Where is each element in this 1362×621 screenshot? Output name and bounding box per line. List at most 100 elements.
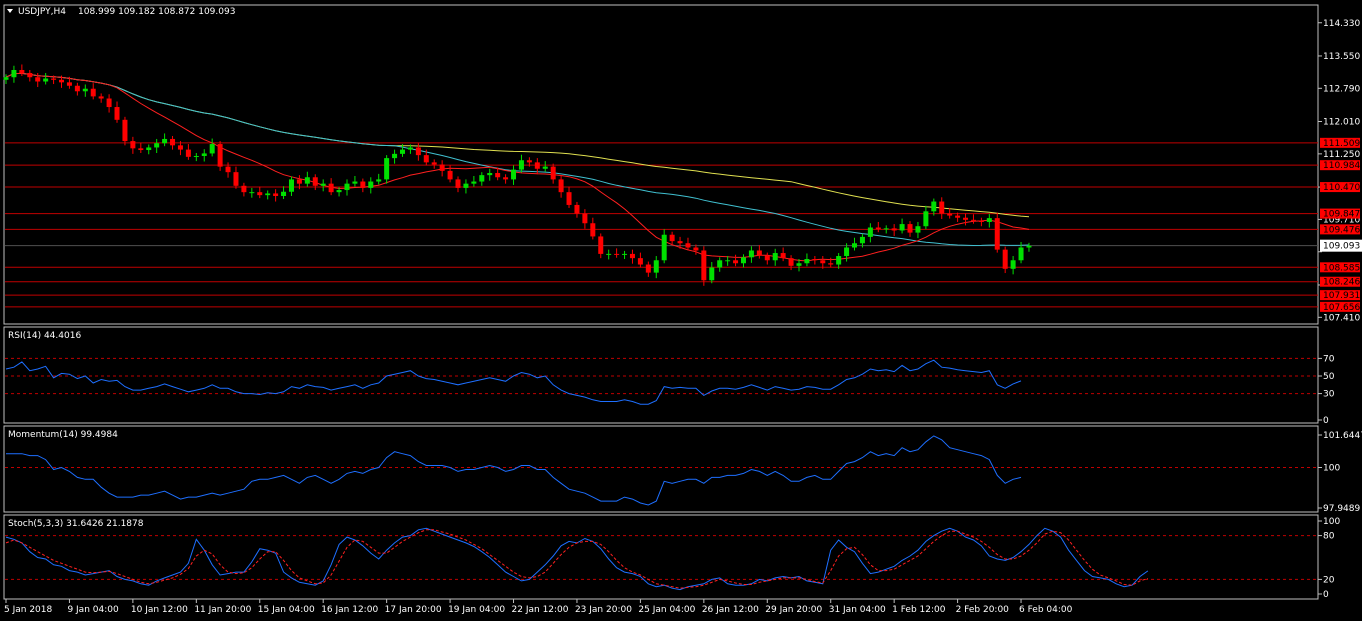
- time-tick-label: 23 Jan 20:00: [575, 605, 632, 615]
- current-price-tag: 109.093: [1323, 242, 1360, 252]
- indicator-tick-label: 97.9489: [1323, 504, 1360, 514]
- candle-bear: [90, 88, 96, 97]
- level-label: 109.847: [1323, 210, 1360, 220]
- time-tick-label: 25 Jan 04:00: [638, 605, 695, 615]
- candle-bear: [788, 258, 794, 266]
- candle-bull: [344, 183, 350, 191]
- candle-bull: [542, 166, 548, 169]
- candle-bull: [463, 183, 469, 188]
- candle-bear: [994, 218, 1000, 250]
- level-label: 107.931: [1323, 291, 1360, 301]
- candle-bull: [740, 257, 746, 264]
- candle-bear: [955, 215, 961, 218]
- candle-bull: [796, 263, 802, 266]
- candle-bull: [352, 181, 358, 184]
- candle-bull: [653, 260, 659, 273]
- candle-bull: [899, 224, 905, 231]
- candle-bull: [146, 147, 152, 151]
- candle-bear: [733, 260, 739, 264]
- indicator-tick-label: 100: [1323, 463, 1340, 473]
- ma-mid-line: [5, 72, 1030, 247]
- candle-bear: [241, 185, 247, 193]
- candle-bear: [780, 253, 786, 259]
- candle-bull: [661, 234, 667, 261]
- candle-bear: [503, 177, 509, 180]
- candle-bull: [209, 144, 215, 154]
- ma-fast-line: [5, 72, 1030, 262]
- candle-bull: [368, 181, 374, 188]
- price-tick-label: 114.330: [1323, 19, 1360, 29]
- candle-bear: [907, 224, 913, 233]
- time-tick-label: 17 Jan 20:00: [385, 605, 442, 615]
- indicator-tick-label: 30: [1323, 390, 1335, 400]
- candle-bull: [606, 253, 612, 255]
- level-label-bg: [1320, 224, 1360, 235]
- price-pane[interactable]: 114.330 113.550 112.790 112.010 111.250 110.4…: [3, 19, 1362, 324]
- candle-bear: [74, 85, 80, 92]
- candle-bear: [66, 82, 72, 86]
- candle-bear: [51, 78, 57, 80]
- candle-bear: [360, 181, 366, 188]
- time-tick-label: 6 Feb 04:00: [1019, 605, 1073, 615]
- stoch-pane-frame: [3, 514, 1319, 600]
- candle-bear: [415, 147, 421, 156]
- candle-bull: [320, 183, 326, 186]
- candle-bear: [614, 253, 620, 255]
- indicator-tick-label: 20: [1323, 575, 1335, 585]
- candle-bull: [11, 70, 17, 78]
- candle-bear: [534, 162, 540, 169]
- candle-bull: [487, 173, 493, 176]
- indicator-line: [5, 359, 1022, 405]
- candle-bear: [225, 166, 231, 173]
- level-label: 108.246: [1323, 278, 1360, 288]
- candle-bear: [582, 213, 588, 224]
- time-tick-label: 10 Jan 12:00: [131, 605, 188, 615]
- time-tick-label: 1 Feb 12:00: [892, 605, 946, 615]
- candle-bull: [1010, 260, 1016, 269]
- price-tick-label: 112.010: [1323, 118, 1360, 128]
- candle-bear: [645, 264, 651, 273]
- candle-bull: [43, 78, 49, 82]
- indicator-tick-label: 70: [1323, 354, 1335, 364]
- stoch-pane[interactable]: 100 80 20 0: [5, 517, 1340, 600]
- candle-bear: [590, 223, 596, 237]
- candle-bear: [217, 144, 223, 167]
- stoch-signal-line: [5, 529, 1149, 589]
- candle-bear: [566, 192, 572, 205]
- indicator-tick-label: 80: [1323, 532, 1335, 542]
- candle-bear: [98, 96, 104, 99]
- indicator-tick-label: 100: [1323, 517, 1340, 527]
- candle-bear: [177, 145, 183, 150]
- level-label: 110.470: [1323, 183, 1360, 193]
- candle-bull: [3, 77, 9, 80]
- candle-bear: [875, 227, 881, 230]
- indicator-tick-label: 50: [1323, 372, 1335, 382]
- momentum-pane[interactable]: 101.6447 100 97.9489: [5, 431, 1362, 514]
- candle-bull: [193, 155, 199, 157]
- candle-bull: [883, 228, 889, 230]
- time-axis: 5 Jan 2018 9 Jan 04:00 10 Jan 12:00 11 Jan …: [4, 599, 1073, 615]
- candle-bear: [812, 259, 818, 261]
- collapse-triangle-icon[interactable]: [7, 9, 13, 13]
- candle-bull: [479, 175, 485, 182]
- candle-bull: [622, 253, 628, 255]
- level-label: 107.656: [1323, 303, 1360, 313]
- candle-bull: [82, 88, 88, 92]
- candle-bull: [400, 149, 405, 154]
- rsi-pane[interactable]: 70 50 30 0: [5, 354, 1335, 426]
- candle-bull: [281, 191, 287, 196]
- candle-bull: [923, 211, 929, 227]
- candle-bear: [978, 220, 984, 222]
- time-tick-label: 22 Jan 12:00: [512, 605, 569, 615]
- candle-bear: [185, 149, 191, 157]
- price-tick-label: 109.710: [1323, 215, 1360, 225]
- time-tick-label: 29 Jan 20:00: [765, 605, 822, 615]
- price-tick-label: 112.790: [1323, 84, 1360, 94]
- level-label-bg: [1320, 208, 1360, 219]
- candle-bear: [495, 173, 501, 178]
- time-tick-label: 2 Feb 20:00: [956, 605, 1010, 615]
- candle-bull: [852, 243, 858, 248]
- candle-bull: [288, 179, 294, 192]
